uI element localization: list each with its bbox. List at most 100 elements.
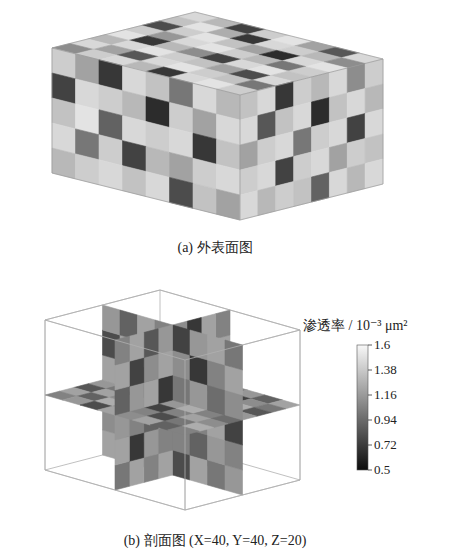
colorbar-tick — [368, 445, 372, 446]
heat-cell — [329, 168, 347, 198]
box-edge — [160, 290, 300, 330]
heat-cell — [329, 93, 347, 123]
heat-cell — [52, 148, 76, 179]
heat-cell — [258, 86, 276, 116]
heat-cell — [258, 186, 276, 216]
box-edge — [185, 360, 186, 510]
box-edge — [383, 59, 384, 184]
heat-cell — [146, 172, 170, 203]
box-edge — [300, 330, 301, 480]
heat-cell — [217, 189, 241, 220]
heat-cell — [240, 141, 258, 171]
heat-cell — [365, 159, 383, 189]
panel-caption: (a) 外表面图 — [177, 240, 252, 256]
colorbar-tick-label: 0.5 — [374, 462, 390, 477]
heat-cell — [258, 111, 276, 141]
box-edge — [52, 173, 240, 220]
heat-cell — [158, 325, 172, 354]
colorbar-tick — [368, 420, 372, 421]
heat-cell — [158, 450, 172, 479]
heat-cell — [225, 340, 243, 370]
heat-cell — [115, 461, 129, 490]
heat-cell — [144, 429, 158, 458]
heat-cell — [365, 84, 383, 114]
box-edge — [240, 184, 383, 220]
panel-b — [45, 290, 300, 510]
heat-cell — [365, 109, 383, 139]
heat-cell — [347, 139, 365, 169]
heat-cell — [312, 98, 330, 128]
heat-cell — [168, 426, 200, 435]
panel-caption: (b) 剖面图 (X=40, Y=40, Z=20) — [124, 533, 307, 549]
heat-cell — [129, 383, 143, 412]
heat-cell — [240, 116, 258, 146]
heat-cell — [312, 123, 330, 153]
heat-cell — [240, 91, 258, 121]
heat-cell — [129, 358, 143, 387]
colorbar-tick — [368, 470, 372, 471]
box-edge — [185, 480, 300, 510]
box-edge — [52, 12, 195, 48]
heat-cell — [123, 166, 147, 197]
heat-cell — [312, 148, 330, 178]
heat-cell — [294, 152, 312, 182]
box-edge — [45, 320, 185, 360]
heat-cell — [158, 375, 172, 404]
heat-cell — [115, 386, 129, 415]
box-edge — [52, 48, 240, 95]
heat-cell — [347, 164, 365, 194]
heat-cell — [190, 330, 208, 360]
box-edge — [45, 290, 160, 320]
box-edge — [300, 330, 301, 480]
colorbar-title: 渗透率 / 10⁻³ μm² — [303, 318, 408, 333]
chart-canvas: (a) 外表面图 (b) 剖面图 (X=40, Y=40, Z=20) 渗透率 / … — [0, 0, 475, 555]
heat-cell — [173, 325, 191, 355]
heat-cell — [103, 305, 121, 335]
heat-cell — [216, 310, 230, 339]
colorbar-tick-label: 0.94 — [374, 412, 397, 427]
heat-cell — [129, 458, 143, 487]
colorbar-tick-label: 0.72 — [374, 437, 397, 452]
heat-cell — [258, 136, 276, 166]
box-edge — [240, 95, 241, 220]
heat-cell — [312, 173, 330, 203]
heat-cell — [144, 329, 158, 358]
heat-cell — [129, 433, 143, 462]
box-edge — [45, 470, 185, 510]
heat-cell — [312, 73, 330, 103]
heat-cell — [144, 379, 158, 408]
heat-cell — [240, 166, 258, 196]
heat-cell — [329, 143, 347, 173]
heat-cell — [258, 161, 276, 191]
heat-cell — [347, 64, 365, 94]
heat-cell — [276, 182, 294, 212]
box-edge — [52, 48, 53, 173]
heat-cell — [294, 77, 312, 107]
colorbar-tick-label: 1.38 — [374, 362, 397, 377]
heat-cell — [276, 82, 294, 112]
heat-cell — [115, 436, 129, 465]
heat-cell — [276, 132, 294, 162]
heat-cell — [76, 154, 100, 185]
box-edge — [45, 320, 46, 470]
heat-cell — [144, 354, 158, 383]
heat-cell — [294, 102, 312, 132]
colorbar-tick — [368, 370, 372, 371]
heat-cell — [276, 157, 294, 187]
heat-cell — [294, 177, 312, 207]
heat-cell — [240, 191, 258, 221]
heat-cell — [276, 107, 294, 137]
heat-cell — [170, 177, 194, 208]
box-edge — [185, 330, 300, 360]
heat-cell — [365, 59, 383, 89]
colorbar-tick — [368, 345, 372, 346]
panel-a — [52, 12, 383, 220]
heat-cell — [193, 183, 217, 214]
heat-cell — [129, 333, 143, 362]
heat-cell — [144, 454, 158, 483]
colorbar-tick-label: 1.6 — [374, 337, 391, 352]
heat-cell — [329, 118, 347, 148]
heat-cell — [115, 361, 129, 390]
heat-cell — [347, 89, 365, 119]
heat-cell — [329, 68, 347, 98]
